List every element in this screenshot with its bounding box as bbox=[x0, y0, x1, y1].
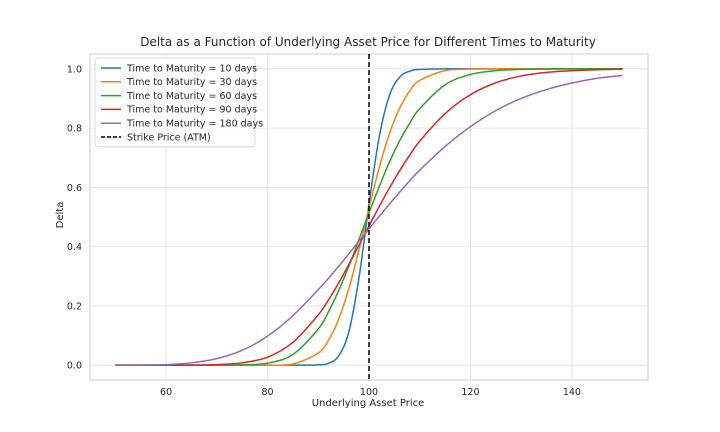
legend: Time to Maturity = 10 days Time to Maturi… bbox=[94, 57, 263, 148]
y-tick-label: 0.8 bbox=[67, 124, 82, 135]
legend-label: Time to Maturity = 30 days bbox=[126, 77, 257, 88]
legend-label: Time to Maturity = 60 days bbox=[126, 91, 257, 102]
x-tick-label: 100 bbox=[360, 387, 378, 398]
series-line-3 bbox=[115, 68, 623, 366]
x-tick-label: 140 bbox=[563, 387, 581, 398]
legend-label: Time to Maturity = 180 days bbox=[126, 119, 263, 130]
y-tick-label: 0.2 bbox=[67, 301, 82, 312]
chart-title: Delta as a Function of Underlying Asset … bbox=[140, 35, 596, 49]
y-tick-label: 0.0 bbox=[67, 361, 82, 372]
legend-label: Time to Maturity = 10 days bbox=[126, 63, 257, 74]
legend-label: Strike Price (ATM) bbox=[127, 132, 211, 143]
x-tick-label: 80 bbox=[261, 387, 273, 398]
legend-label: Time to Maturity = 90 days bbox=[126, 105, 257, 116]
tick-labels: 60 80 100 120 140 0.0 0.2 0.4 0.6 0.8 1.0 bbox=[67, 64, 581, 398]
x-tick-label: 120 bbox=[461, 387, 479, 398]
y-axis-label: Delta bbox=[55, 202, 66, 229]
y-tick-label: 0.6 bbox=[67, 183, 82, 194]
x-axis-label: Underlying Asset Price bbox=[312, 398, 425, 409]
legend-box bbox=[94, 57, 256, 148]
y-tick-label: 0.4 bbox=[67, 242, 82, 253]
y-tick-label: 1.0 bbox=[67, 64, 82, 75]
x-tick-label: 60 bbox=[160, 387, 172, 398]
series-line-5 bbox=[115, 74, 623, 366]
